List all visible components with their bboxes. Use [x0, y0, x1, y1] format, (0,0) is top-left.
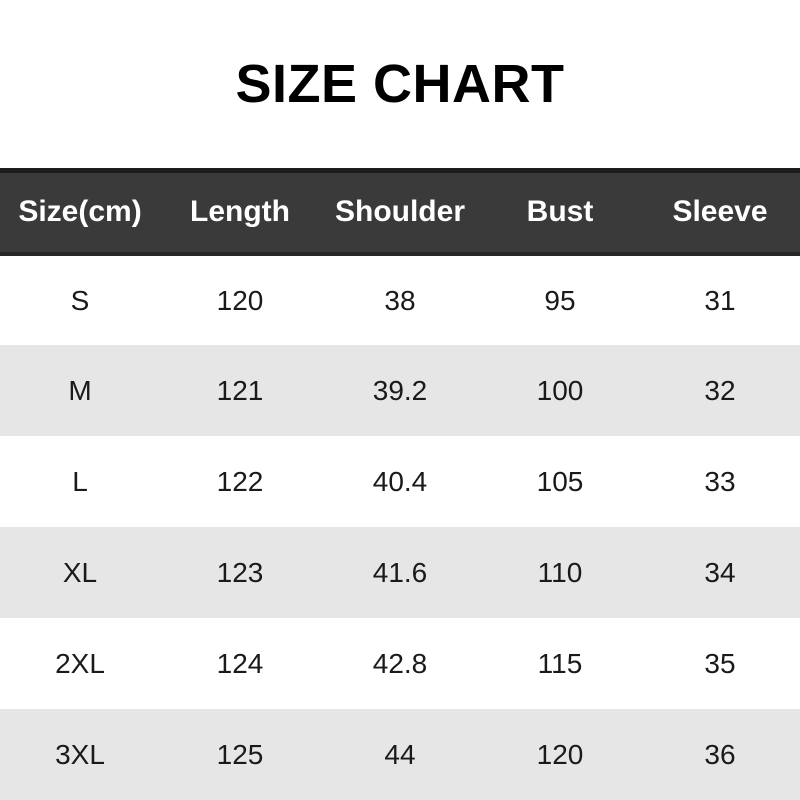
- table-row-s: S 120 38 95 31: [0, 254, 800, 345]
- table-row-2xl: 2XL 124 42.8 115 35: [0, 618, 800, 709]
- cell-bust: 115: [537, 647, 583, 679]
- cell-size: XL: [62, 556, 98, 588]
- cell-length: 122: [216, 465, 264, 497]
- cell-length: 123: [216, 556, 264, 588]
- column-header-size: Size(cm): [0, 167, 160, 256]
- cell-sleeve: 35: [704, 647, 736, 679]
- cell-size: M: [68, 374, 92, 406]
- cell-sleeve: 31: [704, 284, 736, 316]
- cell-sleeve: 32: [704, 374, 736, 406]
- table-header-row: Size(cm) Length Shoulder Bust Sleeve: [0, 167, 800, 256]
- column-header-shoulder: Shoulder: [320, 167, 480, 256]
- cell-size: L: [72, 465, 88, 497]
- table-body: S 120 38 95 31 M 121 39.2 100 32 L 122 4…: [0, 254, 800, 800]
- cell-bust: 105: [536, 465, 584, 497]
- table-row-3xl: 3XL 125 44 120 36: [0, 709, 800, 800]
- table-row-m: M 121 39.2 100 32: [0, 345, 800, 436]
- cell-length: 121: [216, 374, 264, 406]
- column-header-bust: Bust: [480, 167, 640, 256]
- cell-size: S: [70, 284, 90, 316]
- cell-sleeve: 34: [704, 556, 736, 588]
- title-area: SIZE CHART: [0, 0, 800, 168]
- cell-shoulder: 39.2: [372, 374, 428, 406]
- cell-bust: 100: [536, 374, 584, 406]
- column-header-sleeve: Sleeve: [640, 167, 800, 256]
- cell-sleeve: 33: [704, 465, 736, 497]
- column-header-length: Length: [160, 167, 320, 256]
- table-row-l: L 122 40.4 105 33: [0, 436, 800, 527]
- cell-length: 120: [216, 284, 264, 316]
- cell-length: 124: [216, 647, 264, 679]
- cell-bust: 120: [536, 738, 584, 770]
- table-row-xl: XL 123 41.6 110 34: [0, 527, 800, 618]
- cell-shoulder: 38: [384, 284, 416, 316]
- cell-size: 2XL: [55, 647, 105, 679]
- cell-shoulder: 44: [384, 738, 416, 770]
- table-head: Size(cm) Length Shoulder Bust Sleeve: [0, 167, 800, 256]
- cell-sleeve: 36: [704, 738, 736, 770]
- cell-shoulder: 42.8: [372, 647, 428, 679]
- cell-size: 3XL: [55, 738, 105, 770]
- size-chart-table: Size(cm) Length Shoulder Bust Sleeve S 1…: [0, 167, 800, 800]
- cell-bust: 95: [544, 284, 576, 316]
- cell-length: 125: [216, 738, 264, 770]
- page-title: SIZE CHART: [235, 53, 565, 114]
- cell-bust: 110: [537, 556, 583, 588]
- cell-shoulder: 41.6: [372, 556, 428, 588]
- cell-shoulder: 40.4: [372, 465, 428, 497]
